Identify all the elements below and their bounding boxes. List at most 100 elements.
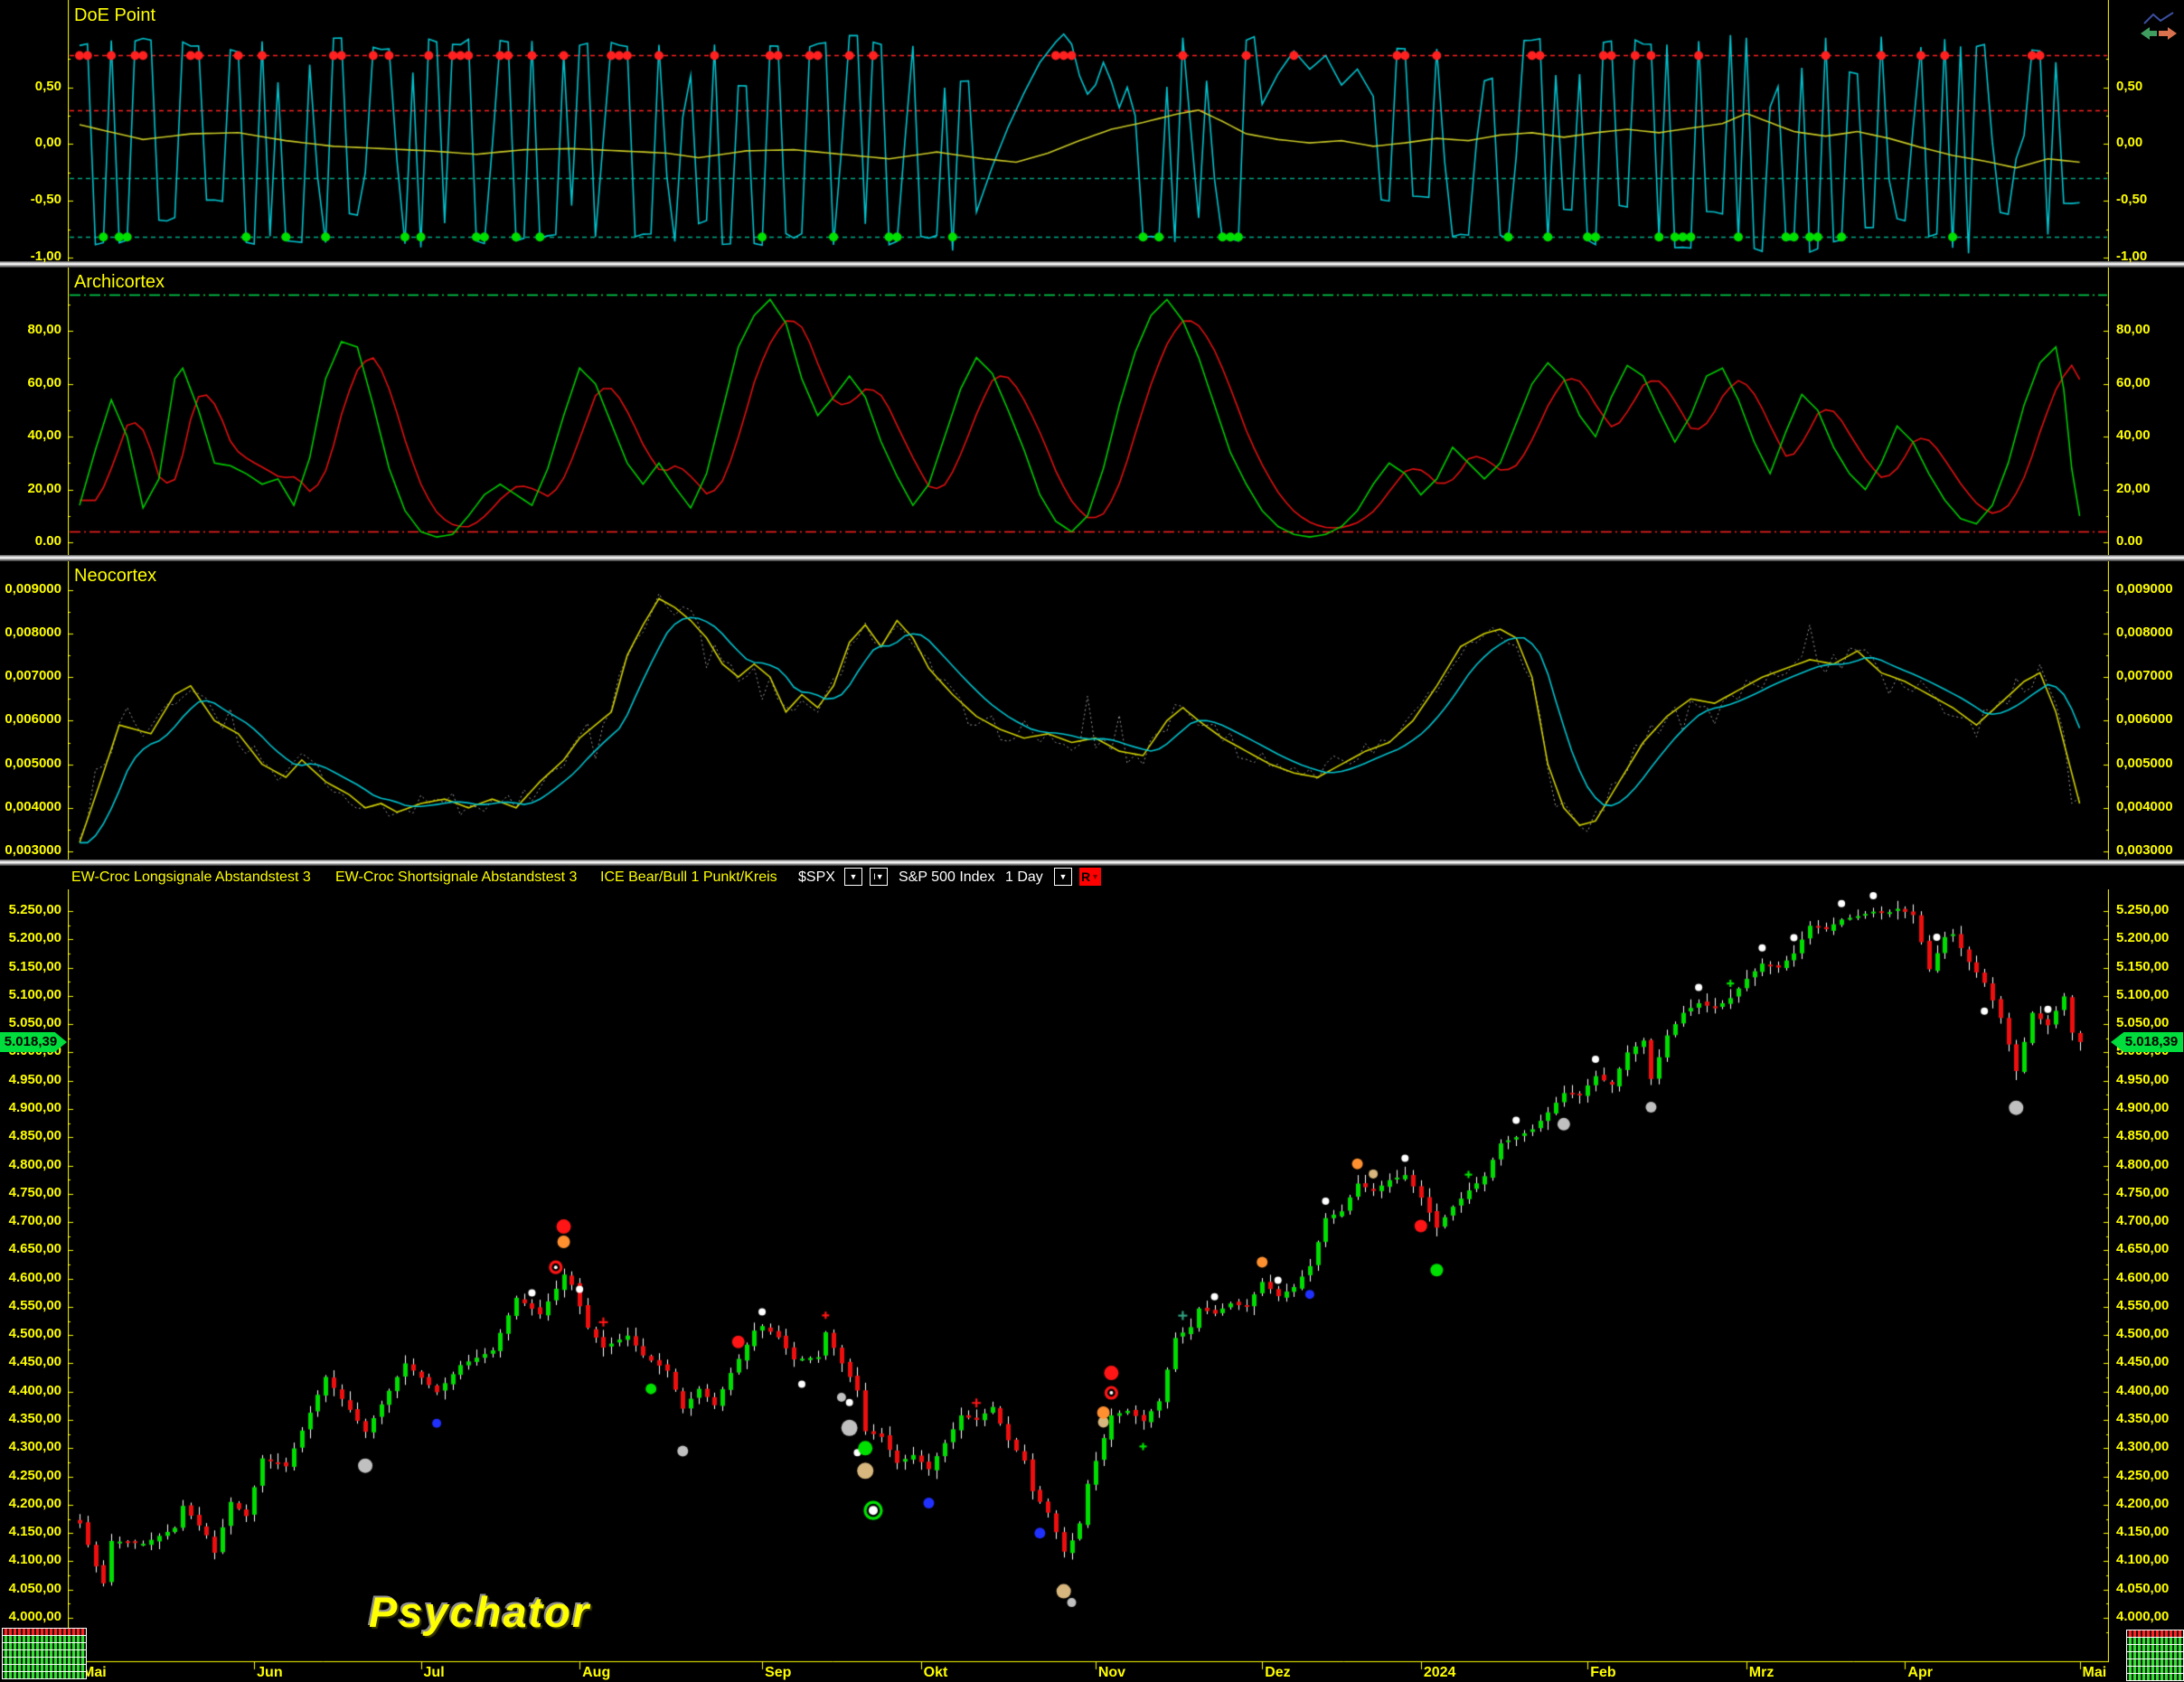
y-axis-tick-label: -0,50 bbox=[2116, 192, 2148, 208]
pan-navigation-icon[interactable] bbox=[2139, 11, 2179, 43]
zigzag-line-icon bbox=[2143, 12, 2174, 24]
realtime-button[interactable]: R ▼ bbox=[1079, 868, 1101, 886]
y-axis-tick-label: 0.00 bbox=[34, 533, 61, 549]
doe-point-plot[interactable] bbox=[68, 0, 2109, 261]
y-axis-tick-label: 4.600,00 bbox=[8, 1269, 61, 1285]
x-axis-month-label: Sep bbox=[765, 1665, 792, 1680]
interval-dropdown-button[interactable]: I▼ bbox=[870, 868, 888, 886]
y-axis-tick-label: 0,008000 bbox=[2116, 625, 2173, 640]
y-axis-tick-label: 5.100,00 bbox=[8, 986, 61, 1002]
y-axis-tick-label: 4.000,00 bbox=[8, 1609, 61, 1624]
y-axis-tick-label: 5.200,00 bbox=[8, 930, 61, 946]
x-axis-month-label: Nov bbox=[1097, 1665, 1126, 1680]
x-axis-month-label: Apr bbox=[1907, 1665, 1933, 1680]
instrument-name-label: S&P 500 Index bbox=[899, 869, 995, 885]
y-axis-tick-label: 4.350,00 bbox=[8, 1411, 61, 1427]
indicator-label-ice-bear-bull[interactable]: ICE Bear/Bull 1 Punkt/Kreis bbox=[600, 869, 777, 885]
y-axis-tick-label: 4.650,00 bbox=[2116, 1241, 2170, 1257]
y-axis-tick-label: 0,003000 bbox=[2116, 842, 2173, 858]
last-price-tag-right: 5.018,39 bbox=[2111, 1032, 2183, 1052]
y-axis-tick-label: 4.050,00 bbox=[8, 1580, 61, 1596]
mini-table-row bbox=[3, 1650, 86, 1657]
y-axis-tick-label: 4.100,00 bbox=[2116, 1552, 2170, 1568]
y-axis-tick-label: 0.00 bbox=[2116, 533, 2143, 549]
y-axis-tick-label: 4.950,00 bbox=[2116, 1071, 2170, 1087]
mini-table-row bbox=[3, 1629, 86, 1635]
price-candlestick-plot[interactable] bbox=[68, 889, 2109, 1682]
y-axis-tick-label: 4.850,00 bbox=[2116, 1128, 2170, 1144]
y-axis-tick-label: 4.700,00 bbox=[8, 1213, 61, 1229]
chevron-down-icon: ▼ bbox=[1091, 872, 1100, 881]
period-label[interactable]: 1 Day bbox=[1005, 869, 1043, 885]
y-axis-tick-label: 60,00 bbox=[27, 374, 61, 390]
y-axis-tick-label: 4.200,00 bbox=[2116, 1495, 2170, 1511]
y-axis-tick-label: 0,004000 bbox=[2116, 798, 2173, 814]
y-axis-tick-label: -1,00 bbox=[2116, 248, 2148, 264]
y-axis-tick-label: 5.150,00 bbox=[8, 958, 61, 974]
mini-table-row bbox=[3, 1658, 86, 1664]
scroll-left-arrow-icon bbox=[2141, 27, 2157, 40]
y-axis-tick-label: 0,005000 bbox=[2116, 755, 2173, 771]
statistics-mini-table-left bbox=[2, 1628, 87, 1679]
y-axis-tick-label: 4.000,00 bbox=[2116, 1609, 2170, 1624]
y-axis-tick-label: 0,00 bbox=[2116, 135, 2143, 151]
symbol-label[interactable]: $SPX bbox=[798, 869, 835, 885]
x-axis-month-label: Mai bbox=[82, 1665, 107, 1680]
x-axis-month-label: Jun bbox=[257, 1665, 283, 1680]
y-axis-tick-label: 0,007000 bbox=[2116, 668, 2173, 684]
neocortex-plot[interactable] bbox=[68, 561, 2109, 860]
y-axis-tick-label: 80,00 bbox=[2116, 322, 2151, 338]
mini-table-row bbox=[3, 1636, 86, 1642]
y-axis-tick-label: 4.950,00 bbox=[8, 1071, 61, 1087]
y-axis-tick-label: 4.850,00 bbox=[8, 1128, 61, 1144]
mini-table-row bbox=[2127, 1652, 2183, 1659]
y-axis-tick-label: 4.050,00 bbox=[2116, 1580, 2170, 1596]
y-axis-tick-label: 4.600,00 bbox=[2116, 1269, 2170, 1285]
y-axis-tick-label: 4.900,00 bbox=[8, 1099, 61, 1115]
mini-table-row bbox=[2127, 1674, 2183, 1680]
y-axis-tick-label: 40,00 bbox=[2116, 428, 2151, 444]
y-axis-tick-label: 4.800,00 bbox=[2116, 1156, 2170, 1172]
x-axis-month-label: Feb bbox=[1590, 1665, 1616, 1680]
y-axis-tick-label: 4.650,00 bbox=[8, 1241, 61, 1257]
y-axis-tick-label: 4.300,00 bbox=[2116, 1439, 2170, 1455]
panel-title-doe-point: DoE Point bbox=[74, 5, 156, 25]
y-axis-tick-label: 5.100,00 bbox=[2116, 986, 2170, 1002]
mini-table-row bbox=[2127, 1638, 2183, 1644]
y-axis-tick-label: 0,007000 bbox=[5, 668, 61, 684]
panel-separator[interactable] bbox=[0, 261, 2184, 268]
y-axis-tick-label: 5.250,00 bbox=[2116, 902, 2170, 917]
symbol-dropdown-button[interactable]: ▼ bbox=[844, 868, 862, 886]
mini-table-row bbox=[2127, 1667, 2183, 1673]
y-axis-tick-label: 0,005000 bbox=[5, 755, 61, 771]
indicator-label-ew-croc-long[interactable]: EW-Croc Longsignale Abstandstest 3 bbox=[71, 869, 311, 885]
psychator-watermark: Psychator bbox=[369, 1588, 591, 1636]
mini-table-row bbox=[2127, 1659, 2183, 1666]
y-axis-tick-label: 4.100,00 bbox=[8, 1552, 61, 1568]
panel-title-neocortex: Neocortex bbox=[74, 566, 157, 586]
chevron-down-icon: ▼ bbox=[1059, 872, 1068, 881]
y-axis-tick-label: 5.050,00 bbox=[2116, 1015, 2170, 1031]
y-axis-tick-label: -0,50 bbox=[30, 192, 61, 208]
interval-icon: I▼ bbox=[873, 872, 884, 881]
y-axis-tick-label: 4.150,00 bbox=[8, 1524, 61, 1540]
y-axis-tick-label: 4.400,00 bbox=[8, 1382, 61, 1398]
y-axis-tick-label: 80,00 bbox=[27, 322, 61, 338]
y-axis-tick-label: 4.450,00 bbox=[8, 1354, 61, 1370]
y-axis-tick-label: 4.550,00 bbox=[2116, 1297, 2170, 1313]
archicortex-plot[interactable] bbox=[68, 268, 2109, 555]
y-axis-tick-label: 4.900,00 bbox=[2116, 1099, 2170, 1115]
y-axis-tick-label: 4.300,00 bbox=[8, 1439, 61, 1455]
y-axis-tick-label: -1,00 bbox=[30, 248, 61, 264]
mini-table-row bbox=[2127, 1630, 2183, 1637]
indicator-label-ew-croc-short[interactable]: EW-Croc Shortsignale Abstandstest 3 bbox=[335, 869, 578, 885]
mini-table-row bbox=[3, 1672, 86, 1678]
panel-separator[interactable] bbox=[0, 555, 2184, 561]
y-axis-tick-label: 0,008000 bbox=[5, 625, 61, 640]
y-axis-tick-label: 4.400,00 bbox=[2116, 1382, 2170, 1398]
period-dropdown-button[interactable]: ▼ bbox=[1054, 868, 1072, 886]
panel-separator[interactable] bbox=[0, 860, 2184, 866]
y-axis-tick-label: 0,50 bbox=[2116, 78, 2143, 94]
y-axis-tick-label: 4.800,00 bbox=[8, 1156, 61, 1172]
y-axis-tick-label: 4.750,00 bbox=[2116, 1184, 2170, 1200]
